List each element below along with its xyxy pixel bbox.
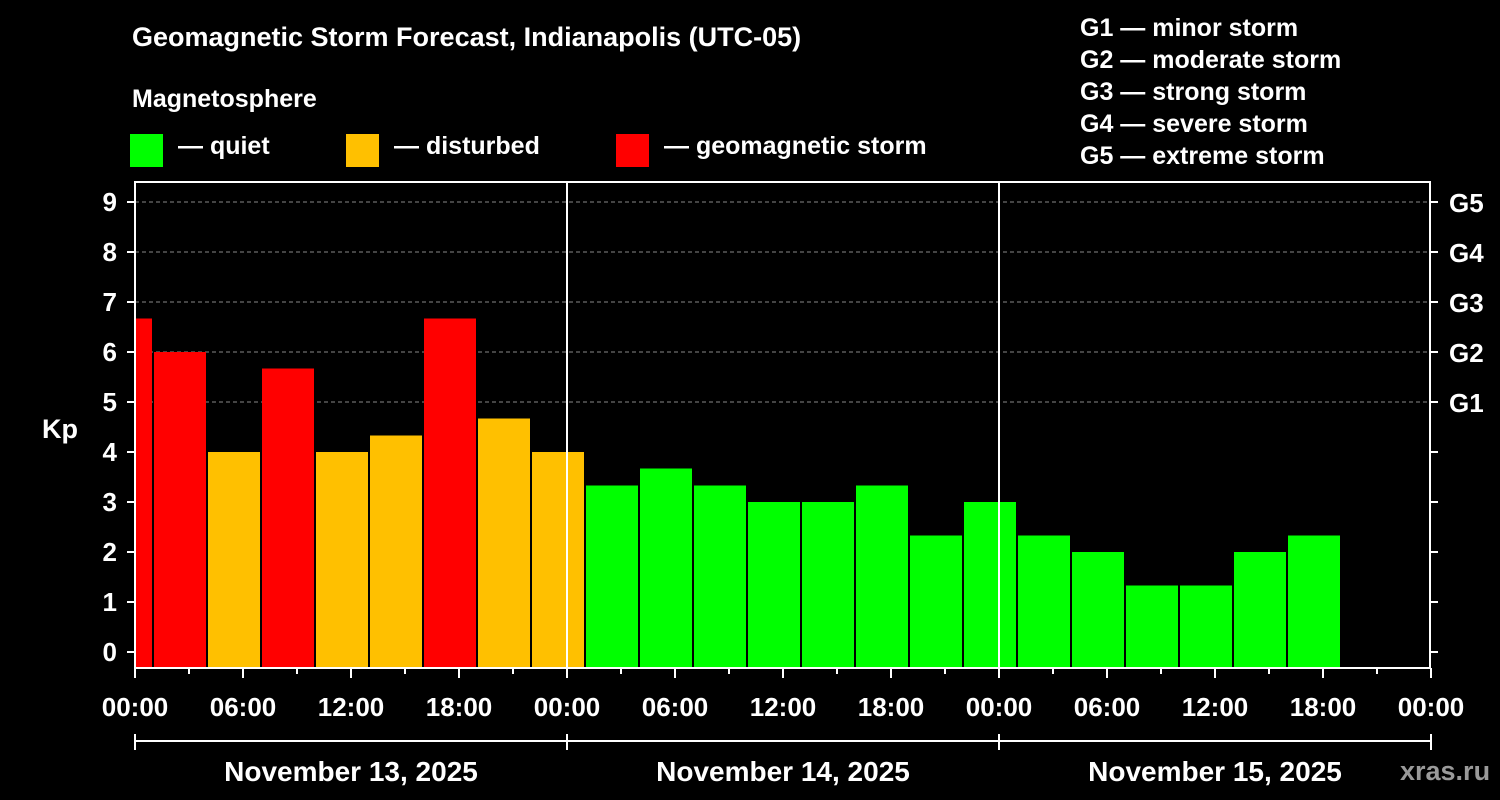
day-label: November 15, 2025 [1088,756,1342,787]
legend-swatch-disturbed [346,134,379,167]
kp-bar [532,452,584,668]
kp-bar [1126,585,1178,668]
g-level-label: G1 [1449,388,1484,418]
kp-bar [154,352,206,668]
y-tick-label: 8 [103,237,117,267]
kp-bar [1288,535,1340,668]
x-tick-label: 00:00 [966,692,1033,722]
kp-bar [748,502,800,668]
x-tick-label: 12:00 [318,692,385,722]
kp-bar [1180,585,1232,668]
x-tick-label: 00:00 [102,692,169,722]
g-level-label: G3 [1449,288,1484,318]
kp-bar [856,485,908,668]
y-tick-label: 0 [103,637,117,667]
storm-level-g5: G5 — extreme storm [1080,142,1325,170]
storm-level-g2: G2 — moderate storm [1080,46,1342,74]
x-tick-label: 06:00 [642,692,709,722]
x-tick-label: 06:00 [210,692,277,722]
legend-label-storm: — geomagnetic storm [664,132,927,160]
kp-bar [262,368,314,668]
y-tick-label: 1 [103,587,117,617]
x-tick-label: 18:00 [1290,692,1357,722]
y-tick-label: 4 [103,437,118,467]
kp-bar [135,318,152,668]
kp-bar [1234,552,1286,668]
kp-bar [964,502,1016,668]
legend-swatch-storm [616,134,649,167]
x-tick-label: 00:00 [1398,692,1465,722]
y-tick-label: 7 [103,287,117,317]
y-axis-label: Kp [42,414,78,444]
x-tick-label: 12:00 [750,692,817,722]
day-label: November 13, 2025 [224,756,478,787]
g-level-label: G2 [1449,338,1484,368]
x-tick-label: 18:00 [426,692,493,722]
kp-bar [586,485,638,668]
kp-bar [424,318,476,668]
storm-level-g1: G1 — minor storm [1080,14,1299,42]
kp-bar [208,452,260,668]
y-tick-label: 6 [103,337,117,367]
kp-bar [370,435,422,668]
storm-level-g3: G3 — strong storm [1080,78,1307,106]
legend-label-disturbed: — disturbed [394,132,540,160]
y-tick-label: 2 [103,537,117,567]
legend-heading: Magnetosphere [132,85,317,113]
y-tick-label: 5 [103,387,117,417]
kp-bar [802,502,854,668]
x-tick-label: 06:00 [1074,692,1141,722]
kp-bar [910,535,962,668]
x-tick-label: 12:00 [1182,692,1249,722]
legend-swatch-quiet [130,134,163,167]
kp-bar [1018,535,1070,668]
y-tick-label: 3 [103,487,117,517]
day-label: November 14, 2025 [656,756,910,787]
x-tick-label: 00:00 [534,692,601,722]
kp-bar [694,485,746,668]
g-level-label: G5 [1449,188,1484,218]
kp-bar [1072,552,1124,668]
kp-bar [640,468,692,668]
legend-label-quiet: — quiet [178,132,270,160]
kp-bar [316,452,368,668]
g-level-label: G4 [1449,238,1484,268]
watermark: xras.ru [1400,756,1491,786]
x-tick-label: 18:00 [858,692,925,722]
storm-level-g4: G4 — severe storm [1080,110,1308,138]
kp-bar [478,418,530,668]
y-tick-label: 9 [103,187,117,217]
chart-title: Geomagnetic Storm Forecast, Indianapolis… [132,22,802,52]
